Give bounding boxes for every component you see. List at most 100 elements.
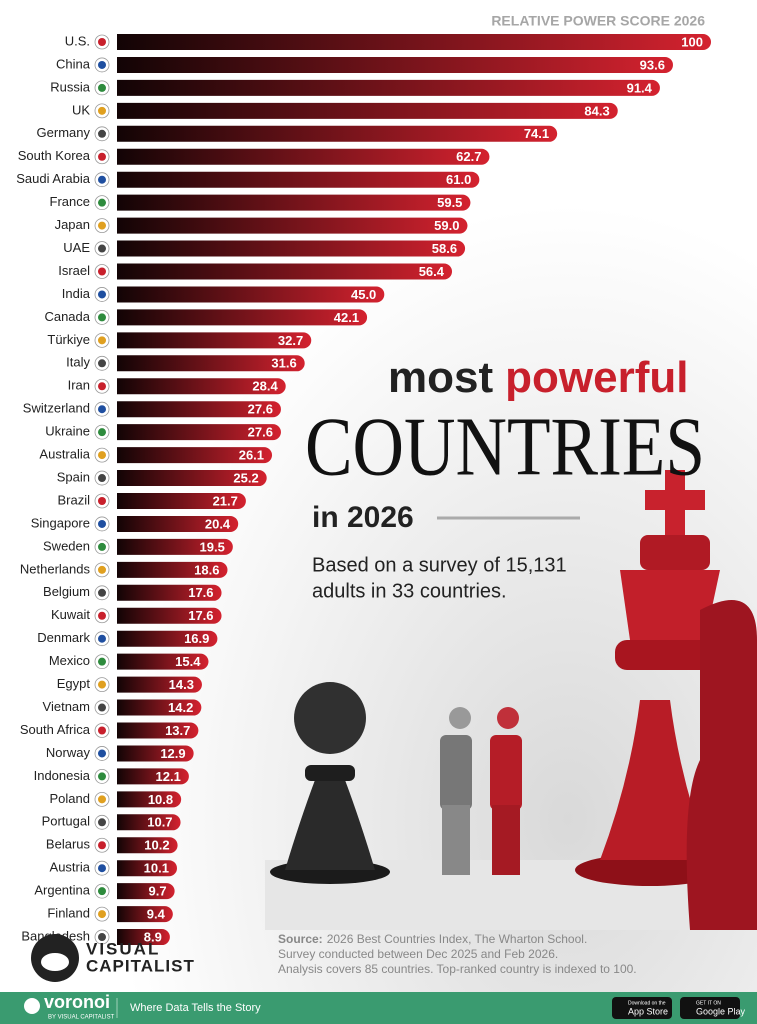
subtitle: adults in 33 countries. <box>312 580 507 602</box>
flag <box>98 818 106 827</box>
value-label: 13.7 <box>165 723 190 738</box>
bar <box>117 148 490 165</box>
category-label: Vietnam <box>43 699 90 714</box>
value-label: 27.6 <box>248 425 273 440</box>
value-label: 56.4 <box>419 264 445 279</box>
value-label: 9.4 <box>147 907 166 922</box>
chart-title: COUNTRIES <box>305 400 705 493</box>
logo-text: CAPITALIST <box>86 956 195 975</box>
chart-title: most powerful <box>388 353 688 402</box>
bar <box>117 56 673 73</box>
flag <box>98 221 106 230</box>
value-label: 20.4 <box>205 516 231 531</box>
value-label: 32.7 <box>278 333 303 348</box>
flag <box>98 680 106 689</box>
flag <box>98 474 106 483</box>
axis-label: RELATIVE POWER SCORE 2026 <box>491 13 705 29</box>
bar <box>117 493 246 509</box>
google-play-button[interactable]: GET IT ON Google Play <box>680 997 746 1019</box>
bar <box>117 630 218 647</box>
flag <box>98 106 106 115</box>
category-label: Poland <box>50 791 90 806</box>
category-label: Spain <box>57 469 90 484</box>
bar <box>117 653 209 670</box>
bar <box>117 447 273 464</box>
flag <box>98 611 106 620</box>
source-line: Analysis covers 85 countries. Top-ranked… <box>278 962 637 976</box>
flag <box>98 657 106 666</box>
bar <box>117 584 222 601</box>
value-label: 9.7 <box>149 884 167 899</box>
category-label: Egypt <box>57 676 91 691</box>
flag <box>98 152 106 161</box>
bar <box>117 837 178 854</box>
value-label: 62.7 <box>456 149 481 164</box>
logo: VISUAL CAPITALIST <box>31 934 195 982</box>
chess-illustration <box>265 470 757 930</box>
bar <box>117 355 305 372</box>
title-word: powerful <box>505 353 688 402</box>
flag <box>98 451 106 460</box>
category-label: Mexico <box>49 653 90 668</box>
value-label: 14.2 <box>168 700 193 715</box>
category-label: Netherlands <box>20 561 91 576</box>
value-label: 16.9 <box>184 631 209 646</box>
flag <box>98 703 106 712</box>
value-label: 59.5 <box>437 195 462 210</box>
bar <box>117 791 182 808</box>
flag <box>98 267 106 276</box>
value-label: 18.6 <box>194 562 219 577</box>
category-label: Italy <box>66 355 90 370</box>
value-label: 93.6 <box>640 57 665 72</box>
category-label: Indonesia <box>34 768 91 783</box>
bar <box>117 194 471 211</box>
value-label: 10.8 <box>148 792 173 807</box>
value-label: 19.5 <box>200 539 225 554</box>
value-label: 91.4 <box>627 80 653 95</box>
button-text: Google Play <box>696 1006 746 1016</box>
chart-title: in 2026 <box>312 501 414 534</box>
category-label: Switzerland <box>23 401 90 416</box>
footer-brand: voronoi <box>44 992 110 1012</box>
value-label: 10.7 <box>147 815 172 830</box>
flag <box>98 405 106 414</box>
bar <box>117 745 194 762</box>
category-label: China <box>56 56 91 71</box>
bar <box>117 906 173 923</box>
category-label: South Korea <box>18 148 91 163</box>
flag <box>98 129 106 138</box>
flag <box>98 887 106 896</box>
category-label: France <box>50 194 90 209</box>
bar <box>117 240 466 257</box>
flag <box>98 519 106 528</box>
flag <box>98 910 106 919</box>
value-label: 45.0 <box>351 287 376 302</box>
footer-by: BY VISUAL CAPITALIST <box>48 1015 115 1021</box>
flag <box>98 428 106 437</box>
category-label: Israel <box>58 263 90 278</box>
bar <box>117 332 312 349</box>
category-label: South Africa <box>20 722 91 737</box>
flag <box>98 588 106 597</box>
value-label: 31.6 <box>271 356 296 371</box>
source-line: Survey conducted between Dec 2025 and Fe… <box>278 947 558 961</box>
bar <box>117 515 239 532</box>
button-text: Download on the <box>628 1000 666 1006</box>
bar <box>117 676 202 693</box>
value-label: 84.3 <box>584 103 609 118</box>
flag <box>98 864 106 873</box>
bar <box>117 814 181 831</box>
bar <box>117 286 385 303</box>
flag <box>98 634 106 643</box>
flag <box>98 795 106 804</box>
category-label: Brazil <box>57 492 90 507</box>
flag <box>98 382 106 391</box>
bar <box>117 424 281 441</box>
app-store-button[interactable]: Download on the App Store <box>612 997 672 1019</box>
value-label: 12.9 <box>160 746 185 761</box>
category-label: Germany <box>37 125 91 140</box>
flag <box>98 83 106 92</box>
value-label: 27.6 <box>248 402 273 417</box>
flag <box>98 497 106 505</box>
category-label: Argentina <box>34 883 90 898</box>
